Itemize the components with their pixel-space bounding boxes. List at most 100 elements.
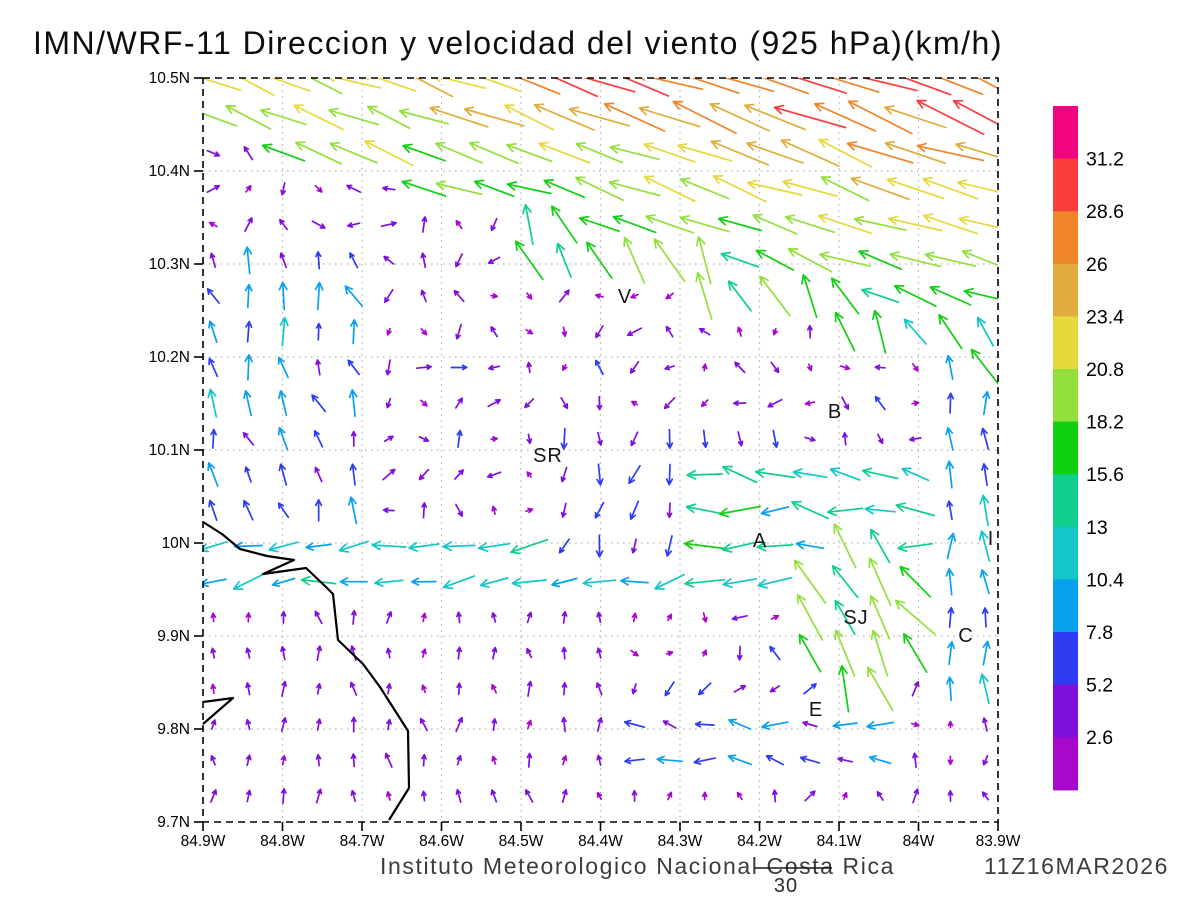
wind-arrow (558, 538, 570, 554)
wind-arrow (315, 682, 322, 695)
wind-arrow (643, 142, 696, 163)
wind-arrow (350, 753, 357, 768)
wind-arrow (454, 469, 464, 480)
wind-arrow (596, 463, 604, 486)
wind-arrow (526, 433, 533, 445)
wind-arrow (861, 467, 899, 480)
wind-arrow (232, 573, 264, 590)
wind-arrow (631, 683, 638, 695)
wind-arrow (429, 105, 489, 128)
wind-arrow (947, 790, 954, 802)
wind-arrow (665, 463, 674, 486)
wind-arrow (734, 361, 746, 374)
wind-arrow (244, 217, 253, 232)
wind-arrow (903, 318, 928, 345)
wind-arrow (491, 755, 497, 765)
wind-arrow (698, 327, 711, 336)
wind-arrow (908, 436, 922, 442)
wind-arrow (386, 718, 392, 731)
wind-arrow (795, 540, 825, 550)
wind-arrow (210, 612, 217, 623)
wind-arrow (929, 285, 972, 306)
wind-arrow (727, 754, 753, 766)
reference-vector-label: 30 (774, 875, 798, 897)
wind-arrow (924, 251, 977, 267)
colorbar-label: 10.4 (1086, 569, 1124, 591)
colorbar-label: 31.2 (1086, 149, 1124, 171)
wind-arrow (653, 238, 686, 283)
colorbar-segment (1053, 369, 1078, 423)
wind-arrow (315, 753, 322, 767)
wind-arrow (899, 565, 932, 598)
wind-arrow (582, 577, 617, 588)
wind-arrow (350, 789, 357, 803)
wind-arrow (838, 664, 850, 713)
wind-arrow (347, 359, 361, 376)
colorbar-segment (1053, 263, 1078, 317)
colorbar-segment (1053, 158, 1078, 212)
wind-arrow (801, 274, 818, 318)
lat-lon-gridlines (203, 78, 998, 822)
wind-arrow (746, 141, 804, 164)
wind-arrow (737, 431, 744, 447)
wind-arrow (596, 395, 603, 411)
wind-arrow (277, 426, 289, 451)
wind-arrow (245, 754, 252, 767)
wind-arrow (203, 78, 242, 92)
wind-arrow (979, 569, 990, 595)
wind-arrow (623, 719, 646, 729)
wind-arrow (798, 633, 822, 673)
wind-arrow (981, 791, 990, 801)
wind-arrow (408, 542, 440, 552)
wind-arrow (761, 721, 789, 731)
wind-arrow (866, 666, 894, 712)
station-label-e: E (809, 699, 823, 721)
station-label-c: C (958, 625, 973, 647)
wind-arrow (736, 326, 743, 337)
wind-arrow (702, 612, 708, 623)
wind-arrow (203, 112, 238, 127)
wind-arrow (694, 720, 715, 728)
wind-arrow (938, 314, 963, 350)
wind-arrow (683, 539, 726, 550)
wind-arrow (526, 719, 533, 730)
wind-arrow (454, 397, 464, 409)
wind-arrow (947, 720, 954, 729)
wind-arrow (208, 320, 218, 344)
wind-arrow (630, 293, 639, 299)
wind-arrow (316, 645, 323, 662)
wind-arrow (348, 496, 358, 525)
wind-arrow (743, 103, 806, 131)
wind-arrow (560, 397, 569, 410)
wind-arrow (455, 219, 463, 230)
wind-arrow (268, 541, 299, 553)
wind-arrow (902, 78, 952, 96)
colorbar-label: 28.6 (1086, 201, 1124, 223)
wind-arrow (421, 502, 428, 519)
wind-arrow (456, 754, 463, 766)
wind-arrow (664, 535, 673, 557)
wind-arrow (280, 717, 288, 733)
wind-arrow (850, 176, 910, 201)
colorbar-label: 5.2 (1086, 675, 1113, 697)
wind-arrow (245, 647, 252, 659)
wind-arrow (834, 599, 856, 636)
wind-arrow (487, 399, 501, 408)
wind-arrow (792, 468, 828, 479)
colorbar-label: 23.4 (1086, 306, 1124, 328)
wind-arrow (490, 217, 498, 232)
wind-arrow (526, 611, 533, 624)
wind-arrow (525, 789, 534, 803)
wind-arrow (349, 681, 358, 696)
speed-colorbar: 31.2 28.6 26 23.4 20.8 18.2 15.6 13 10.4 7.8 5.2 2.… (1053, 106, 1124, 791)
wind-arrow (886, 177, 945, 200)
wind-arrow (526, 680, 533, 697)
wind-arrow (569, 78, 636, 93)
wind-arrow (866, 721, 895, 730)
wind-arrow (834, 311, 856, 352)
wind-arrow (421, 684, 427, 694)
wind-arrow (442, 575, 476, 590)
wind-arrow (526, 752, 533, 768)
wind-arrow (314, 610, 323, 625)
station-label-v: V (618, 286, 632, 308)
